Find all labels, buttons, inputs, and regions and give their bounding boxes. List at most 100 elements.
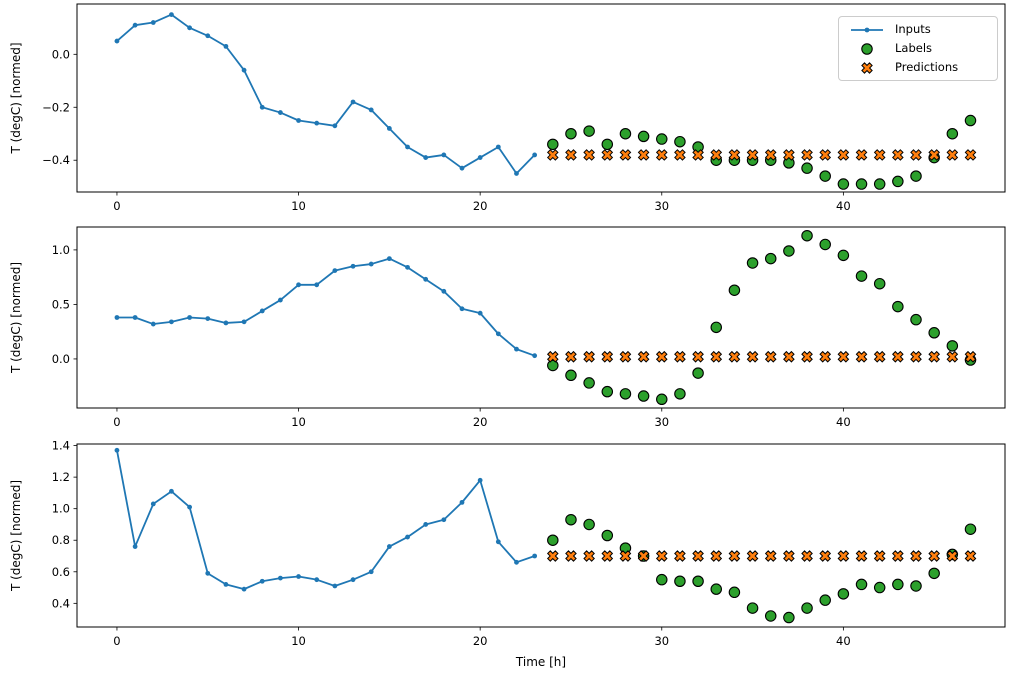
inputs-point bbox=[169, 12, 174, 17]
inputs-point bbox=[332, 268, 338, 274]
inputs-point bbox=[423, 155, 429, 160]
labels-point bbox=[692, 367, 704, 379]
predictions-point bbox=[637, 550, 650, 562]
inputs-series bbox=[114, 12, 538, 176]
inputs-point bbox=[386, 544, 392, 549]
predictions-point bbox=[928, 350, 941, 363]
labels-point bbox=[910, 313, 922, 326]
inputs-point bbox=[532, 152, 538, 158]
predictions-point bbox=[855, 149, 868, 161]
inputs-point bbox=[350, 577, 356, 583]
labels-point bbox=[801, 229, 813, 242]
labels-point bbox=[637, 130, 650, 143]
labels-point bbox=[656, 393, 668, 406]
predictions-series bbox=[546, 149, 977, 161]
inputs-point bbox=[187, 315, 192, 320]
y-tick-label: 1.2 bbox=[52, 470, 70, 484]
y-tick-label: 0.5 bbox=[52, 297, 70, 311]
labels-point bbox=[547, 359, 559, 372]
inputs-point bbox=[259, 104, 265, 110]
inputs-point bbox=[477, 310, 483, 316]
inputs-point bbox=[150, 321, 156, 327]
predictions-point bbox=[637, 149, 650, 161]
predictions-point bbox=[964, 350, 977, 363]
legend-label-labels: Labels bbox=[895, 40, 933, 55]
predictions-point bbox=[583, 550, 595, 562]
predictions-point bbox=[873, 149, 886, 161]
inputs-point bbox=[296, 574, 301, 579]
labels-point bbox=[892, 300, 904, 313]
labels-point bbox=[873, 277, 886, 290]
y-tick-label: 0.6 bbox=[52, 565, 70, 579]
y-tick-label: 0.0 bbox=[52, 47, 70, 61]
inputs-point bbox=[405, 264, 410, 270]
axes-border bbox=[76, 443, 1006, 628]
inputs-point bbox=[459, 165, 465, 171]
inputs-series bbox=[114, 256, 538, 359]
labels-point bbox=[855, 270, 868, 282]
inputs-point bbox=[514, 559, 519, 565]
legend-label-inputs: Inputs bbox=[895, 21, 931, 36]
inputs-point bbox=[205, 316, 211, 321]
inputs-point bbox=[169, 488, 174, 494]
predictions-point bbox=[946, 350, 959, 363]
y-tick-label: 0.0 bbox=[52, 352, 70, 366]
labels-point bbox=[873, 178, 886, 190]
predictions-point bbox=[710, 350, 723, 363]
inputs-point bbox=[223, 43, 229, 49]
inputs-point bbox=[150, 20, 156, 25]
labels-point bbox=[764, 610, 777, 622]
x-tick-label: 30 bbox=[654, 199, 669, 213]
inputs-point bbox=[368, 107, 374, 113]
predictions-point bbox=[801, 350, 813, 363]
predictions-point bbox=[583, 149, 595, 161]
inputs-point bbox=[132, 544, 138, 549]
inputs-point bbox=[277, 297, 283, 303]
x-tick-label: 20 bbox=[473, 415, 488, 429]
legend-item-predictions: Predictions bbox=[845, 60, 991, 76]
predictions-point bbox=[728, 550, 741, 562]
inputs-point bbox=[187, 504, 192, 510]
predictions-point bbox=[655, 149, 668, 161]
labels-point bbox=[910, 580, 922, 592]
legend-marker bbox=[861, 61, 873, 74]
inputs-line-icon bbox=[845, 22, 889, 38]
labels-point bbox=[619, 127, 632, 140]
inputs-point bbox=[423, 522, 429, 527]
x-tick-label: 40 bbox=[836, 415, 851, 429]
inputs-point bbox=[223, 582, 229, 587]
labels-series bbox=[547, 513, 977, 624]
predictions-point bbox=[801, 550, 813, 562]
labels-point bbox=[801, 602, 813, 614]
predictions-point bbox=[674, 550, 686, 562]
predictions-point bbox=[655, 350, 668, 363]
inputs-point bbox=[187, 25, 192, 31]
y-tick-label: 0.8 bbox=[52, 533, 70, 547]
predictions-point bbox=[692, 550, 704, 562]
labels-point bbox=[710, 321, 722, 334]
y-tick-label: 0.4 bbox=[52, 596, 70, 610]
inputs-point bbox=[277, 110, 283, 115]
inputs-point bbox=[296, 282, 301, 288]
inputs-point bbox=[532, 553, 538, 559]
labels-point bbox=[746, 257, 759, 269]
inputs-point bbox=[459, 306, 465, 312]
predictions-point bbox=[764, 550, 777, 562]
predictions-point bbox=[801, 149, 813, 161]
inputs-point bbox=[532, 353, 538, 359]
y-axis-label: T (degC) [normed] bbox=[9, 42, 23, 154]
inputs-point bbox=[223, 320, 229, 326]
labels-point bbox=[928, 567, 940, 580]
x-tick-label: 10 bbox=[291, 634, 306, 648]
subplot-2: 0 10 20 30 40 0.0 0.5 1.0 T (degC) [normed] bbox=[9, 226, 1006, 429]
predictions-point bbox=[892, 149, 904, 161]
labels-point bbox=[837, 249, 850, 262]
predictions-point bbox=[728, 350, 741, 363]
inputs-point bbox=[368, 569, 374, 575]
legend-line-dot bbox=[864, 27, 870, 32]
predictions-point bbox=[546, 350, 559, 363]
labels-point bbox=[819, 594, 831, 606]
inputs-point bbox=[241, 586, 247, 592]
